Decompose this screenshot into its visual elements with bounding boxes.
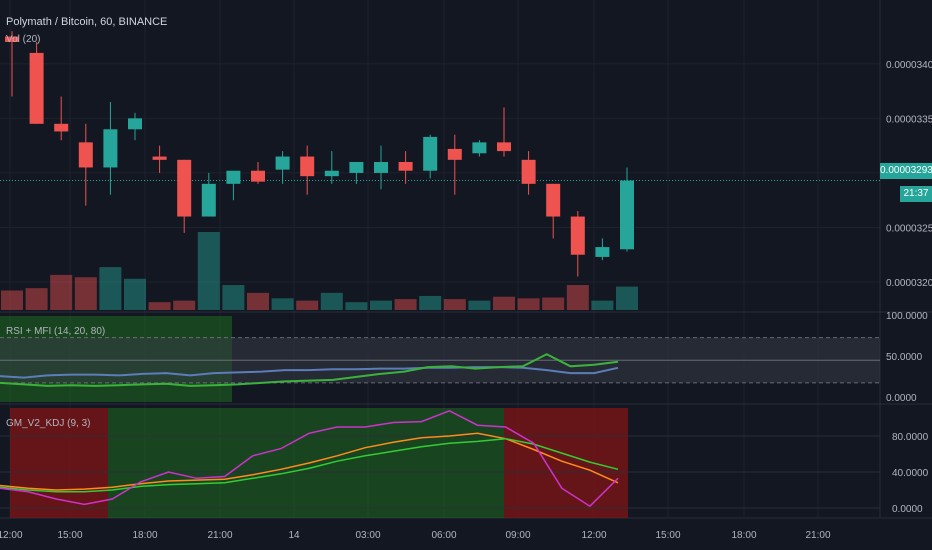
rsi-tick-label: 0.0000 xyxy=(886,393,917,404)
kdj-tick-label: 80.0000 xyxy=(892,432,929,443)
candle-body xyxy=(226,170,241,184)
candle-body xyxy=(423,136,438,171)
volume-bar xyxy=(591,300,614,310)
volume-bar xyxy=(173,300,196,310)
volume-bar xyxy=(99,267,122,310)
rsi-tick-label: 50.0000 xyxy=(886,352,923,363)
volume-bar xyxy=(468,300,491,310)
candle-body xyxy=(570,216,585,255)
mfi-line xyxy=(0,353,619,387)
volume-bar xyxy=(394,299,417,310)
k-line xyxy=(0,432,619,491)
volume-bars xyxy=(1,232,638,310)
candle-body xyxy=(398,162,413,171)
candle-body xyxy=(251,170,265,182)
time-tick-label: 21:00 xyxy=(805,530,830,541)
volume-bar xyxy=(148,302,171,310)
time-tick-label: 06:00 xyxy=(431,530,456,541)
rsi-tick-label: 100.0000 xyxy=(886,311,928,322)
time-tick-label: 03:00 xyxy=(355,530,380,541)
time-tick-label: 15:00 xyxy=(655,530,680,541)
kdj-label: GM_V2_KDJ (9, 3) xyxy=(6,418,91,429)
volume-bar xyxy=(247,292,269,310)
time-tick-label: 18:00 xyxy=(731,530,756,541)
candle-body xyxy=(128,118,142,130)
volume-bar xyxy=(370,300,392,310)
rsi-mfi-label: RSI + MFI (14, 20, 80) xyxy=(6,326,106,337)
candle-body xyxy=(103,129,118,168)
time-tick-label: 15:00 xyxy=(57,530,82,541)
candle-body xyxy=(374,162,388,173)
volume-bar xyxy=(443,299,466,310)
kdj-tick-label: 0.0000 xyxy=(892,504,923,515)
volume-bar xyxy=(542,297,565,310)
volume-bar xyxy=(566,285,589,310)
volume-bar xyxy=(296,300,319,310)
candle-body xyxy=(595,247,610,257)
kdj-tick-label: 40.0000 xyxy=(892,468,929,479)
symbol-title: Polymath / Bitcoin, 60, BINANCE xyxy=(6,16,168,28)
candle-body xyxy=(201,183,216,217)
current-price-tag: 0.00003293 xyxy=(880,163,932,179)
volume-bar xyxy=(345,302,368,310)
volume-bar xyxy=(517,298,540,310)
time-tick-label: 14 xyxy=(288,530,300,541)
candle-body xyxy=(472,142,487,154)
d-line xyxy=(0,437,619,493)
candle-body xyxy=(275,156,290,170)
bar-countdown: 21:37 xyxy=(900,186,932,202)
candle-body xyxy=(546,183,561,217)
candle-body xyxy=(497,142,511,152)
kdj-pane xyxy=(0,408,880,518)
volume-bar xyxy=(124,278,146,310)
time-tick-label: 18:00 xyxy=(132,530,157,541)
time-axis: 12:00 15:00 18:00 21:00 14 03:00 06:00 09:00 12:… xyxy=(0,530,831,541)
volume-bar xyxy=(197,232,220,310)
candle-body xyxy=(521,159,536,184)
volume-bar xyxy=(320,292,343,310)
candle-body xyxy=(447,148,462,160)
time-tick-label: 12:00 xyxy=(581,530,606,541)
rsi-mfi-pane xyxy=(0,316,880,402)
candle-body xyxy=(5,36,19,42)
candle-body xyxy=(78,142,93,168)
candle-body xyxy=(177,159,192,217)
volume-bar xyxy=(222,285,245,310)
volume-label: Vol (20) xyxy=(6,34,41,45)
volume-bar xyxy=(493,296,515,310)
candle-body xyxy=(620,180,634,250)
volume-bar xyxy=(271,298,294,310)
time-tick-label: 09:00 xyxy=(505,530,530,541)
candle-body xyxy=(152,156,167,160)
candle-body xyxy=(29,52,44,124)
price-tick-label: 0.00003200 xyxy=(886,278,932,289)
volume-bar xyxy=(1,290,23,310)
candle-body xyxy=(324,170,339,177)
volume-bar xyxy=(419,295,442,310)
volume-bar xyxy=(616,286,638,310)
time-tick-label: 21:00 xyxy=(207,530,232,541)
grid-lines xyxy=(0,0,932,519)
volume-bar xyxy=(25,288,48,310)
volume-bar xyxy=(74,277,97,310)
candle-body xyxy=(54,123,69,132)
volume-bar xyxy=(50,274,73,310)
candlestick-series xyxy=(5,31,634,277)
candle-body xyxy=(300,156,315,177)
time-tick-label: 12:00 xyxy=(0,530,23,541)
j-line xyxy=(0,409,619,508)
candle-body xyxy=(349,162,364,173)
